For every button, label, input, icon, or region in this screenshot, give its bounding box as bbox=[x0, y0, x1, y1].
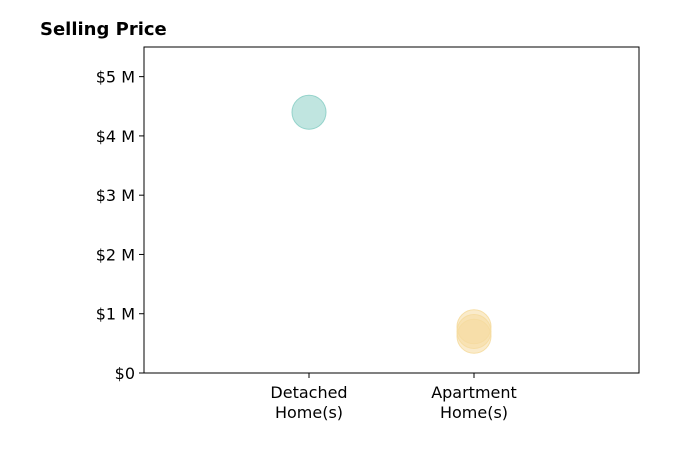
x-tick-label-0: Detached Home(s) bbox=[270, 383, 347, 422]
y-tick-label-2: $2 M bbox=[96, 245, 135, 264]
chart-title: Selling Price bbox=[40, 19, 167, 40]
y-tick-label-3: $3 M bbox=[96, 186, 135, 205]
y-tick-label-4: $4 M bbox=[96, 127, 135, 146]
data-point-3 bbox=[456, 318, 492, 354]
points-layer bbox=[291, 94, 492, 354]
x-tick-label-1: Apartment Home(s) bbox=[431, 383, 517, 422]
y-axis: $0 $1 M $2 M $3 M $4 M $5 M bbox=[96, 68, 144, 383]
plot-area bbox=[143, 46, 640, 374]
y-tick-label-5: $5 M bbox=[96, 68, 135, 87]
y-tick-label-1: $1 M bbox=[96, 305, 135, 324]
y-tick-label-0: $0 bbox=[115, 364, 135, 383]
data-point-0 bbox=[291, 94, 327, 130]
x-axis: Detached Home(s) Apartment Home(s) bbox=[270, 373, 517, 422]
